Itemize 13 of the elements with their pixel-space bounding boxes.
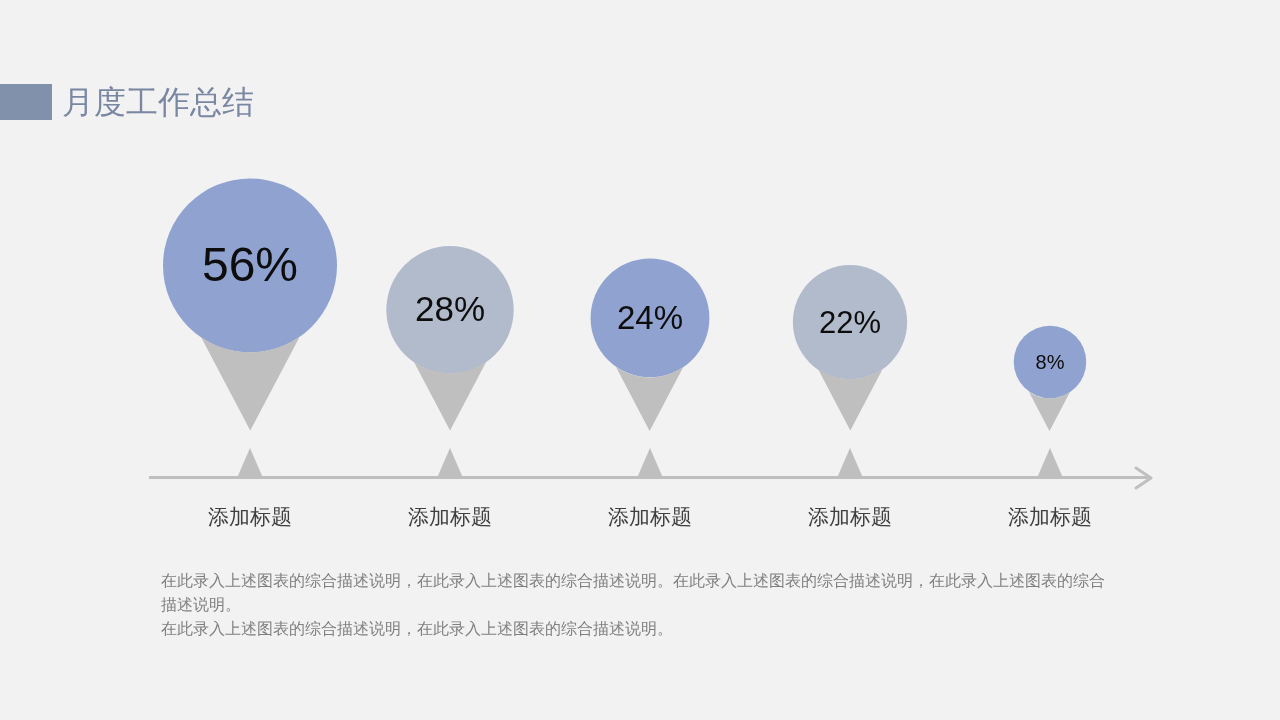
data-label: 24%: [616, 299, 684, 336]
category-label: 添加标题: [208, 505, 292, 529]
data-label: 22%: [818, 304, 882, 340]
data-label: 8%: [1035, 351, 1065, 374]
text: 在此录入上述图表的综合描述说明，在此录入上述图表的综合描述说明。: [161, 619, 674, 639]
text: 月度工作总结: [62, 83, 254, 122]
category-label: 添加标题: [808, 505, 892, 529]
category-label: 添加标题: [408, 505, 492, 529]
category-label: 添加标题: [1008, 505, 1092, 529]
data-label: 28%: [414, 289, 486, 329]
data-label: 56%: [201, 237, 299, 291]
category-label: 添加标题: [608, 505, 692, 529]
text: 在此录入上述图表的综合描述说明，在此录入上述图表的综合描述说明。在此录入上述图表的综合描述说明，在此录入上述图表的综合描述说明。: [161, 571, 1106, 615]
